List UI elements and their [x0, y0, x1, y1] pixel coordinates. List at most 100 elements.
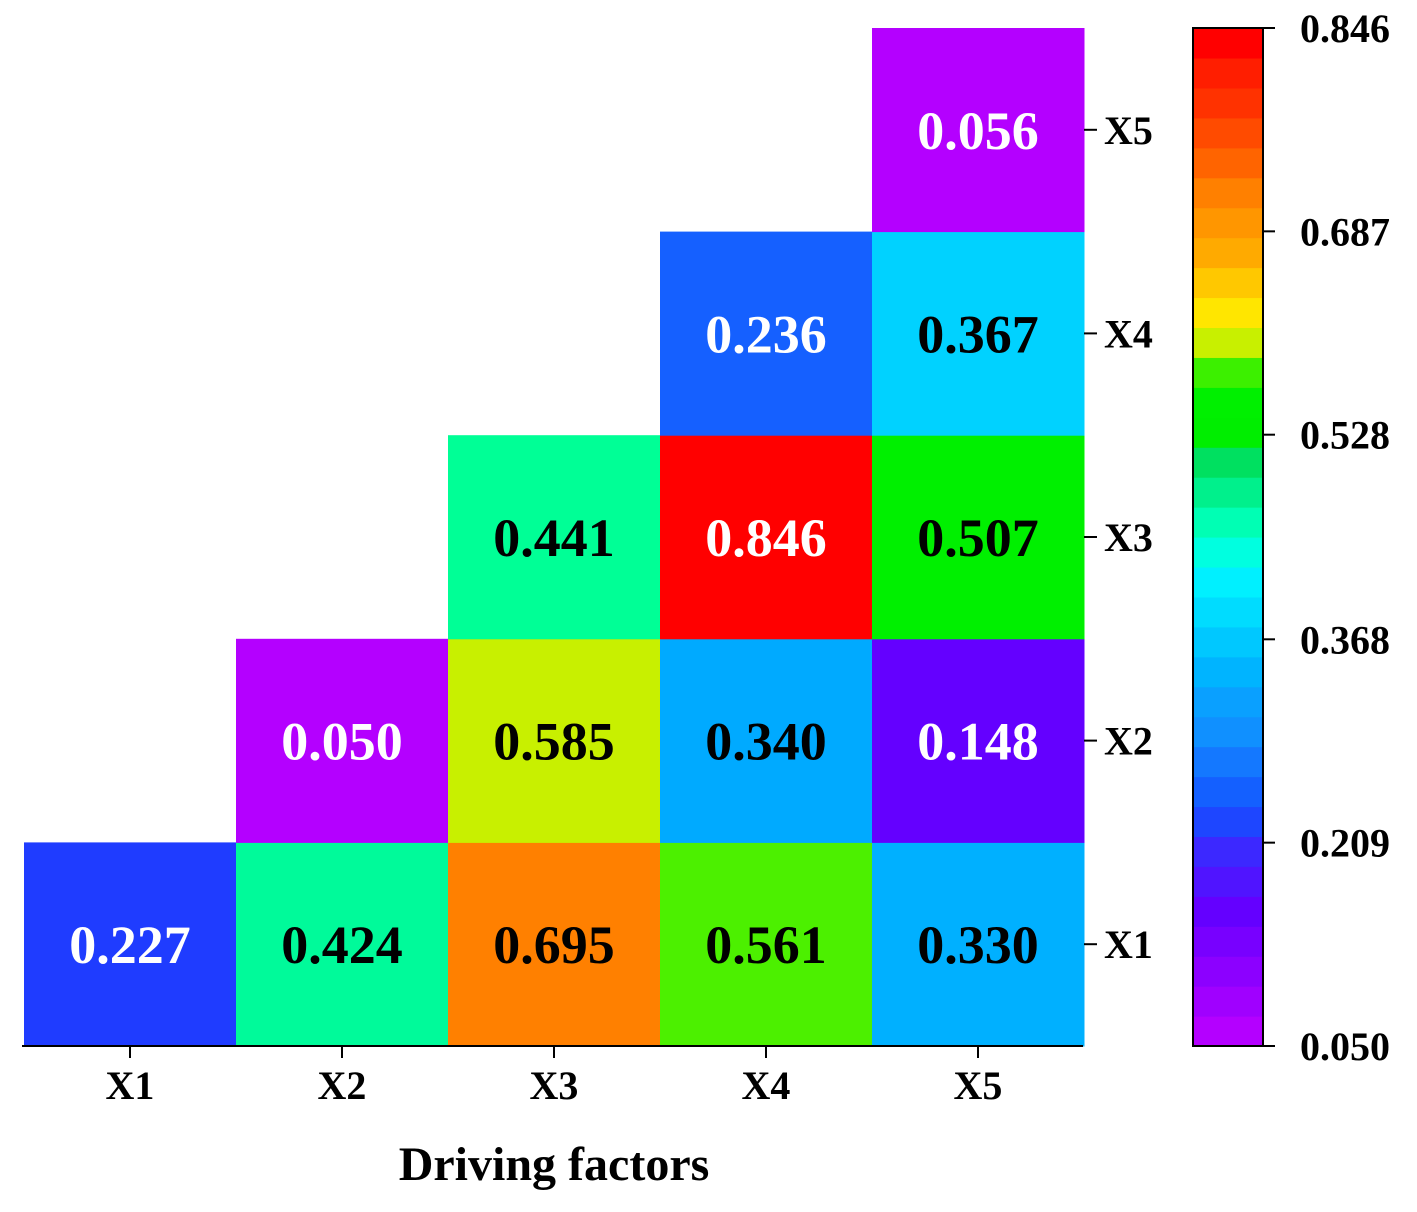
heatmap-cell-label: 0.236 — [705, 304, 827, 364]
x-ticks: X1 X2 X3 X4 X5 — [106, 1046, 1003, 1108]
colorbar-segment — [1193, 806, 1263, 838]
x-tick-label: X5 — [954, 1063, 1003, 1108]
y-ticks: X1 X2 X3 X4 X5 — [1084, 108, 1153, 967]
colorbar-segment — [1193, 147, 1263, 179]
x-tick-label: X3 — [530, 1063, 579, 1108]
heatmap-cell-label: 0.585 — [493, 712, 615, 772]
heatmap-cell-label: 0.695 — [493, 915, 615, 975]
heatmap-cell-rect — [872, 28, 1085, 233]
colorbar-segment — [1193, 596, 1263, 628]
colorbar-segment — [1193, 267, 1263, 299]
heatmap-cell-rect — [660, 435, 873, 640]
colorbar-tick-label: 0.846 — [1300, 6, 1390, 51]
heatmap-cell-rect — [872, 638, 1085, 843]
heatmap-cell-rect — [236, 842, 449, 1047]
colorbar-segment — [1193, 327, 1263, 358]
colorbar-segment — [1193, 776, 1263, 808]
heatmap-cell-label: 0.441 — [493, 508, 615, 568]
colorbar-segment — [1193, 447, 1263, 478]
heatmap-cell-rect — [236, 638, 449, 843]
heatmap-cell-label: 0.050 — [281, 712, 403, 772]
colorbar-segment — [1193, 566, 1263, 598]
heatmap-cell-label: 0.367 — [917, 304, 1039, 364]
heatmap-cell-rect — [660, 842, 873, 1047]
heatmap-cell: 0.367 — [872, 231, 1085, 436]
x-tick-label: X4 — [742, 1063, 791, 1108]
heatmap-cell-label: 0.561 — [705, 915, 827, 975]
y-tick-label: X3 — [1104, 515, 1153, 560]
heatmap-cell: 0.585 — [448, 638, 661, 843]
heatmap-cell-rect — [448, 842, 661, 1047]
y-tick-label: X1 — [1104, 922, 1153, 967]
colorbar-segment — [1193, 836, 1263, 867]
heatmap-cell: 0.330 — [872, 842, 1085, 1047]
colorbar-tick-label: 0.528 — [1300, 413, 1390, 458]
heatmap-cell-rect — [660, 638, 873, 843]
y-tick-label: X4 — [1104, 311, 1153, 356]
colorbar-tick-label: 0.368 — [1300, 617, 1390, 662]
heatmap-cell: 0.695 — [448, 842, 661, 1047]
colorbar-segment — [1193, 686, 1263, 718]
y-tick-label: X2 — [1104, 719, 1153, 764]
colorbar-segment — [1193, 177, 1263, 209]
colorbar-segment — [1193, 357, 1263, 388]
colorbar-segment — [1193, 956, 1263, 987]
y-tick-label: X5 — [1104, 108, 1153, 153]
heatmap-cell-rect — [448, 435, 661, 640]
colorbar-segment — [1193, 477, 1263, 508]
heatmap-cell-label: 0.227 — [69, 915, 191, 975]
heatmap-cell-rect — [24, 842, 237, 1047]
colorbar-segment — [1193, 57, 1263, 89]
heatmap-cell-label: 0.330 — [917, 915, 1039, 975]
colorbar-segment — [1193, 207, 1263, 239]
x-tick-label: X1 — [106, 1063, 155, 1108]
heatmap-cell: 0.846 — [660, 435, 873, 640]
heatmap-cell: 0.236 — [660, 231, 873, 436]
heatmap-cell-rect — [872, 842, 1085, 1047]
heatmap-cells: 0.227 0.424 0.695 0.561 0.330 0.050 0.585 0.340… — [24, 28, 1085, 1047]
heatmap-cell-label: 0.424 — [281, 915, 403, 975]
colorbar-segment — [1193, 656, 1263, 688]
colorbar-segment — [1193, 87, 1263, 119]
colorbar-segment — [1193, 28, 1263, 59]
x-axis-title: Driving factors — [399, 1138, 710, 1191]
colorbar-segment — [1193, 297, 1263, 329]
heatmap-cell-rect — [872, 435, 1085, 640]
heatmap-cell: 0.056 — [872, 28, 1085, 233]
heatmap-cell-label: 0.148 — [917, 712, 1039, 772]
heatmap-cell: 0.050 — [236, 638, 449, 843]
colorbar-frame — [1192, 27, 1264, 1047]
colorbar-segment — [1193, 507, 1263, 538]
colorbar-tick-label: 0.050 — [1300, 1024, 1390, 1069]
colorbar-segment — [1193, 1016, 1263, 1047]
colorbar-segment — [1193, 117, 1263, 149]
heatmap-cell-label: 0.056 — [917, 101, 1039, 161]
colorbar-segment — [1193, 716, 1263, 748]
colorbar-segment — [1193, 387, 1263, 418]
heatmap-cell-label: 0.340 — [705, 712, 827, 772]
heatmap-cell-label: 0.846 — [705, 508, 827, 568]
heatmap-cell-label: 0.507 — [917, 508, 1039, 568]
colorbar-tick-label: 0.209 — [1300, 821, 1390, 866]
colorbar: 0.050 0.209 0.368 0.528 0.687 0.846 — [1192, 6, 1390, 1069]
heatmap-cell: 0.507 — [872, 435, 1085, 640]
heatmap-cell: 0.424 — [236, 842, 449, 1047]
colorbar-tick-label: 0.687 — [1300, 209, 1390, 254]
heatmap-cell: 0.441 — [448, 435, 661, 640]
colorbar-segment — [1193, 746, 1263, 778]
heatmap-cell: 0.340 — [660, 638, 873, 843]
colorbar-segment — [1193, 626, 1263, 658]
colorbar-segment — [1193, 537, 1263, 568]
colorbar-segment — [1193, 237, 1263, 269]
colorbar-segment — [1193, 896, 1263, 927]
colorbar-segment — [1193, 986, 1263, 1017]
heatmap-cell-rect — [660, 231, 873, 436]
x-tick-label: X2 — [318, 1063, 367, 1108]
heatmap-cell-rect — [448, 638, 661, 843]
colorbar-segment — [1193, 866, 1263, 897]
colorbar-segment — [1193, 417, 1263, 448]
heatmap-cell: 0.227 — [24, 842, 237, 1047]
heatmap-cell: 0.561 — [660, 842, 873, 1047]
colorbar-segment — [1193, 926, 1263, 957]
